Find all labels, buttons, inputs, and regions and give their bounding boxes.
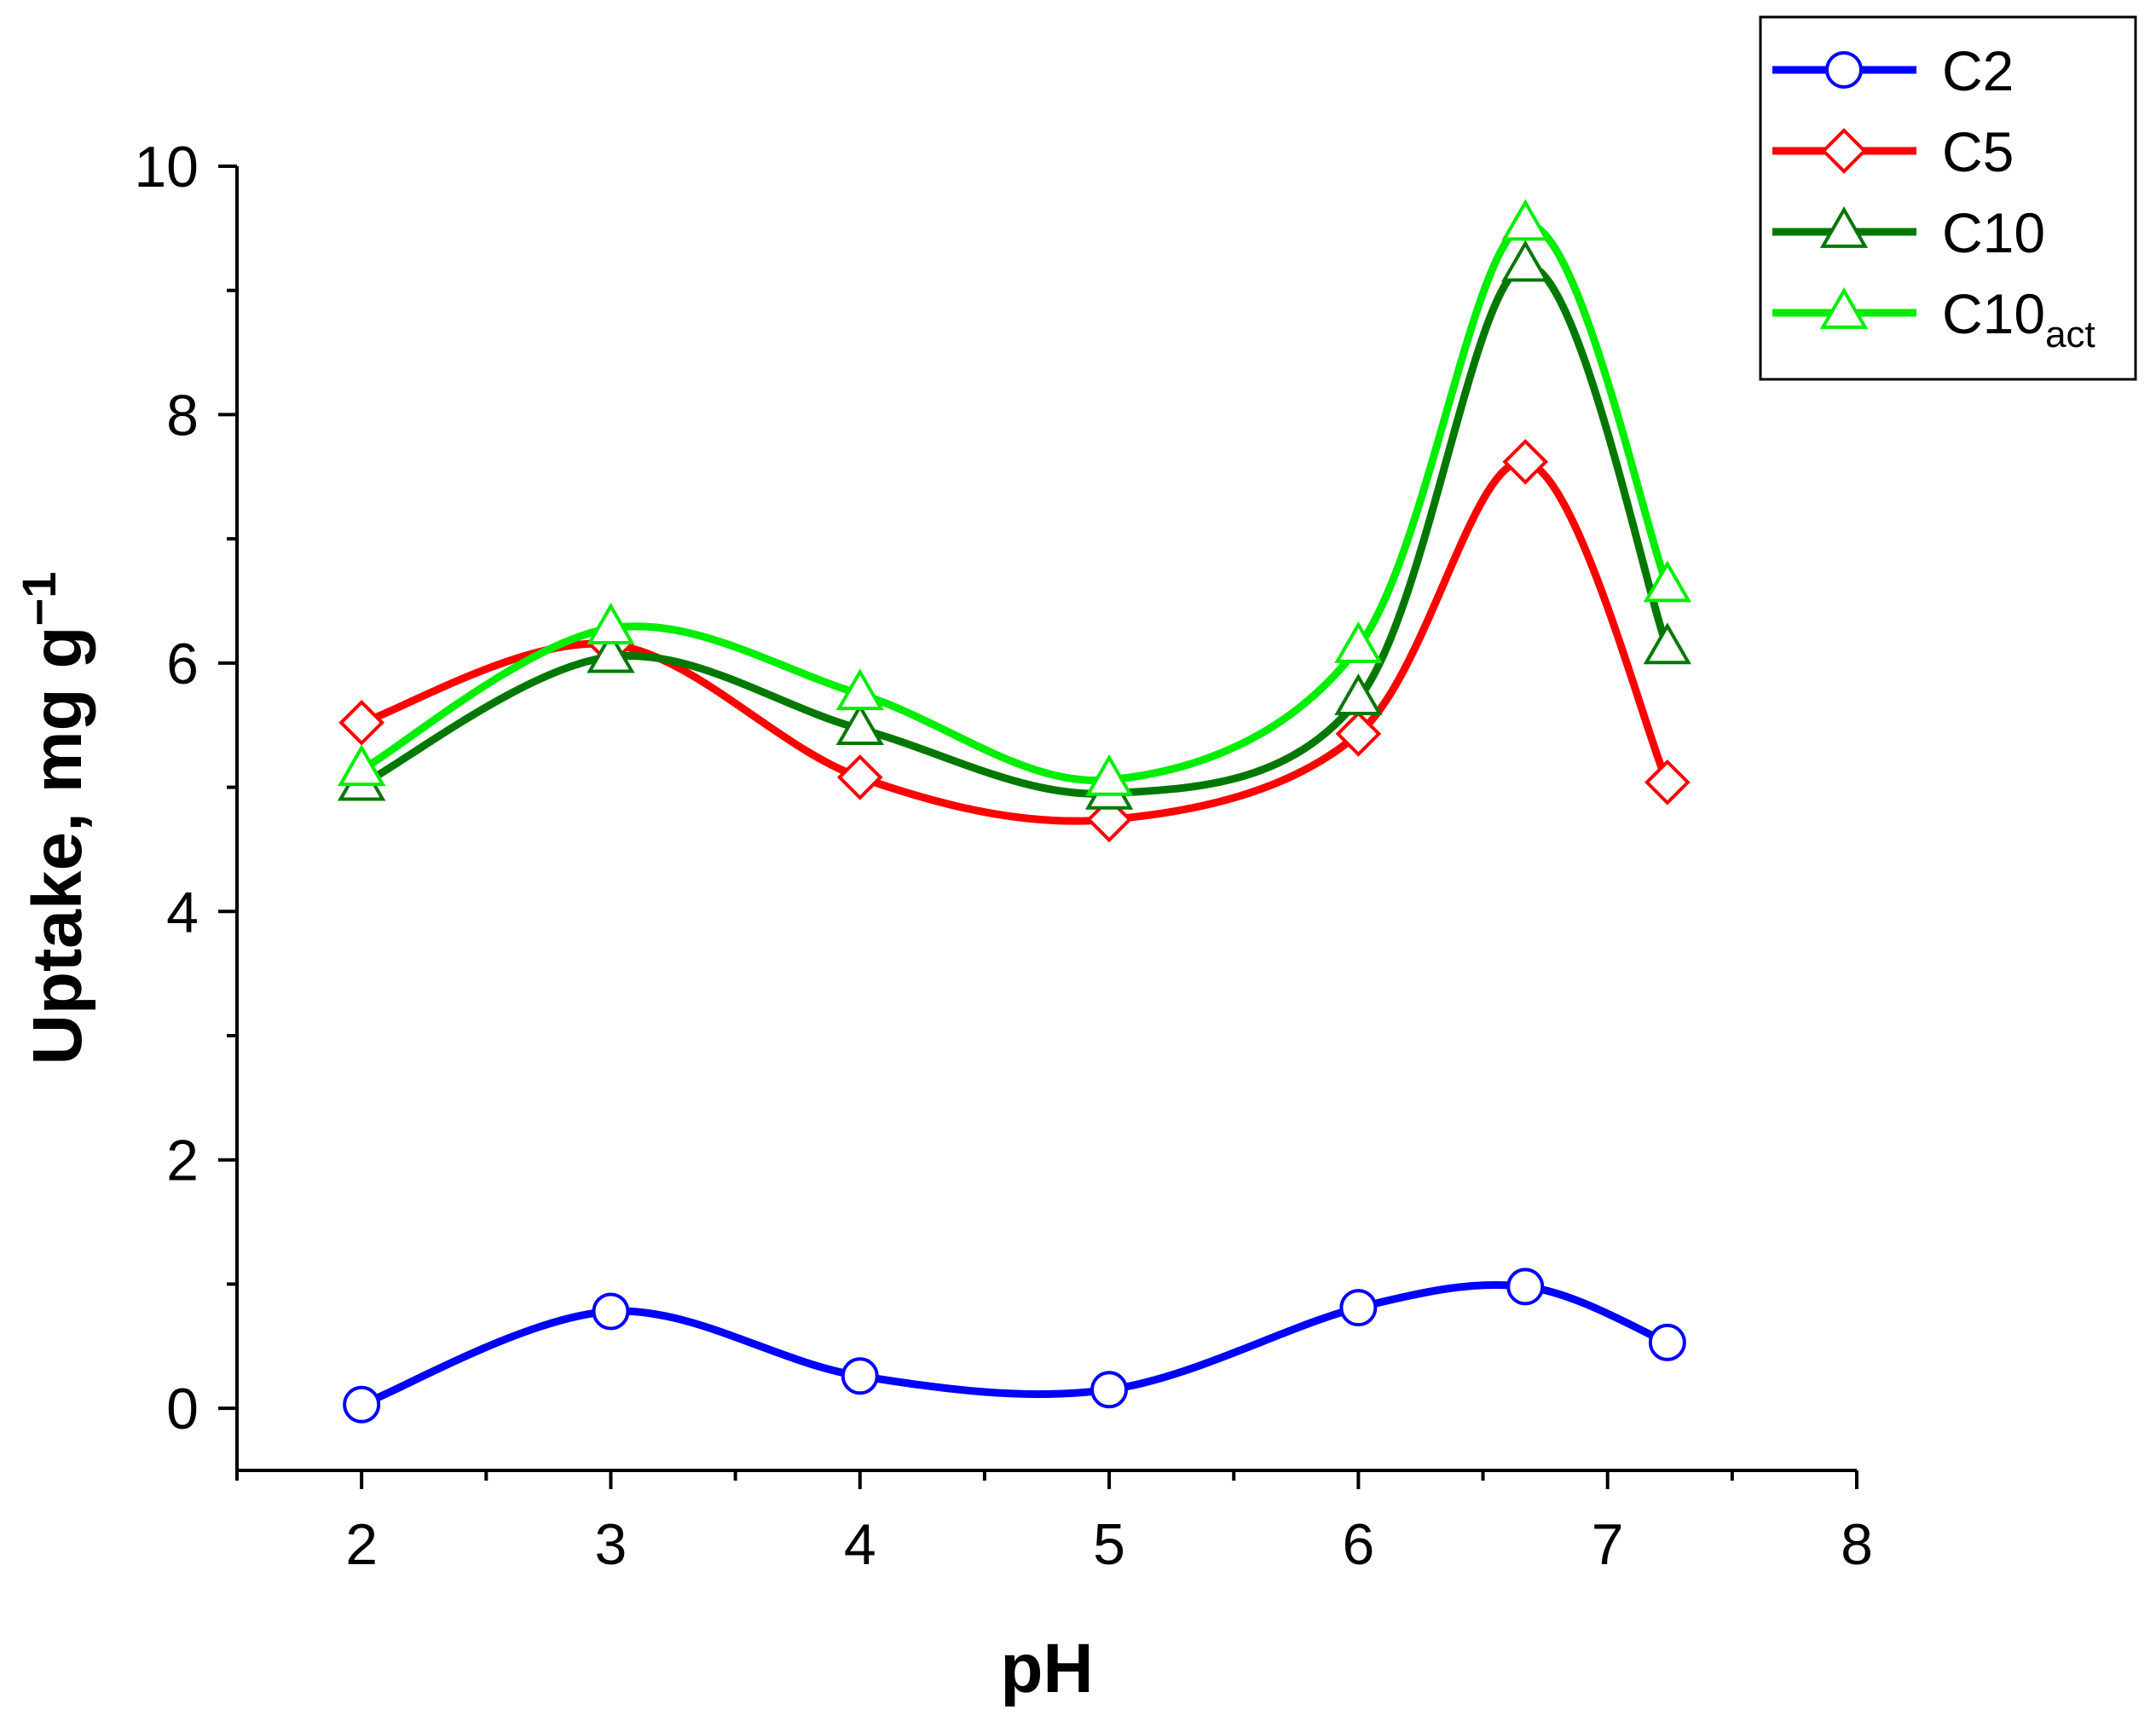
data-point-circle [841, 1357, 879, 1395]
y-tick-label: 10 [134, 135, 199, 199]
data-point-circle [343, 1385, 381, 1424]
y-axis-title-main: Uptake, mg g [19, 626, 96, 1065]
series-line [360, 1280, 1669, 1408]
y-tick-label: 8 [166, 383, 199, 448]
data-point-diamond [338, 699, 384, 746]
data-point-triangle [337, 744, 386, 787]
x-tick-label: 2 [345, 1512, 378, 1577]
data-point-triangle [1334, 673, 1383, 716]
data-point-diamond [836, 754, 883, 800]
x-tick-label: 6 [1342, 1512, 1374, 1577]
data-point-triangle [1334, 621, 1383, 663]
legend-label-main: C10 [1942, 201, 2045, 264]
legend-item: C10 [1772, 201, 2045, 264]
x-tick-label: 5 [1093, 1512, 1125, 1577]
data-point-triangle [1501, 240, 1550, 282]
legend-marker-triangle [1819, 205, 1869, 248]
data-point-triangle [1501, 199, 1550, 241]
data-point-triangle [835, 703, 884, 745]
series-line [359, 220, 1672, 785]
x-tick-label: 4 [844, 1512, 876, 1577]
x-tick-label: 3 [595, 1512, 627, 1577]
series-layer [337, 199, 1692, 1424]
data-point-circle [592, 1292, 630, 1331]
legend-marker-circle [1825, 51, 1863, 89]
legend-marker-triangle [1819, 286, 1869, 329]
legend-label-main: C5 [1942, 120, 2014, 183]
legend-box [1759, 15, 2137, 381]
data-point-triangle [1643, 560, 1692, 603]
legend-item: C5 [1772, 120, 2014, 183]
data-point-diamond [1644, 759, 1691, 806]
data-point-circle [1339, 1289, 1378, 1327]
legend-label: C10 [1942, 201, 2045, 264]
legend-label-main: C10 [1942, 282, 2045, 345]
data-point-circle [1648, 1323, 1686, 1361]
y-axis-title: Uptake, mg g−1 [12, 572, 96, 1066]
legend-label: C5 [1942, 120, 2014, 183]
x-tick-label: 8 [1841, 1512, 1873, 1577]
x-tick-label: 7 [1592, 1512, 1624, 1577]
data-point-triangle [1643, 622, 1692, 665]
legend-marker-diamond [1821, 128, 1867, 174]
y-tick-label: 2 [166, 1129, 199, 1193]
y-axis-title-superscript: −1 [12, 572, 66, 627]
series-c10-act [337, 199, 1692, 796]
data-point-triangle [587, 603, 635, 644]
y-tick-label: 6 [166, 632, 199, 696]
data-point-circle [1506, 1268, 1545, 1306]
data-point-circle [1090, 1371, 1129, 1409]
axes: 2 3 4 5 6 7 8 0 2 4 6 8 10 pH Uptake, mg g−1 [12, 135, 1873, 1707]
x-axis-title: pH [1000, 1630, 1093, 1707]
y-tick-label: 0 [166, 1377, 199, 1441]
y-tick-label: 4 [166, 880, 199, 944]
data-point-triangle [1084, 754, 1134, 796]
series-c10 [337, 240, 1692, 810]
data-point-triangle [587, 631, 635, 673]
data-point-diamond [1502, 438, 1549, 485]
legend-label-subscript: act [2045, 314, 2095, 355]
legend-label-main: C2 [1942, 39, 2014, 102]
series-c2 [343, 1268, 1686, 1424]
data-point-diamond [1335, 711, 1382, 757]
legend-item: C10act [1772, 282, 2095, 355]
data-point-triangle [835, 668, 884, 711]
legend-label: C10act [1942, 282, 2095, 355]
legend-label: C2 [1942, 39, 2014, 102]
legend-item: C2 [1772, 39, 2014, 102]
